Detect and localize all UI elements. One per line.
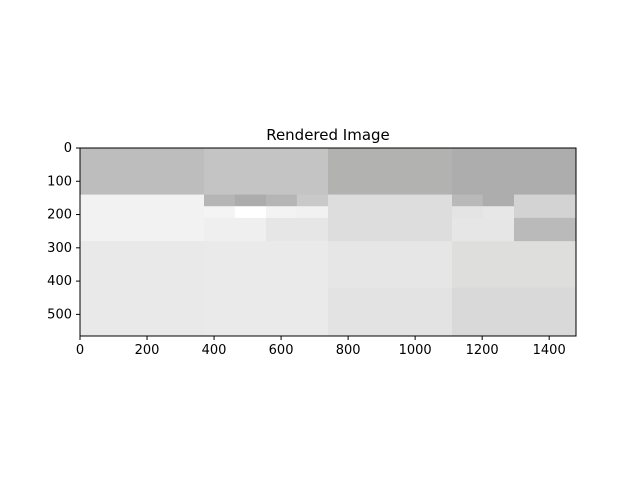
heatmap-cell-22 <box>514 217 577 242</box>
heatmap-cell-0 <box>80 148 205 196</box>
heatmap-cell-16 <box>452 194 484 207</box>
heatmap-cell-21 <box>514 194 577 219</box>
heatmap-cell-14 <box>266 217 329 242</box>
y-axis: 0 100 200 300 400 500 <box>47 141 80 322</box>
heatmap-cell-11 <box>266 206 298 219</box>
heatmap-cell-28 <box>204 287 329 337</box>
plot-frame <box>79 147 577 337</box>
heatmap-cell-6 <box>234 194 267 207</box>
x-tick-label: 1200 <box>466 343 499 358</box>
heatmap-cell-4 <box>80 194 205 242</box>
x-tick-label: 200 <box>135 343 160 358</box>
heatmap-cell-24 <box>204 241 329 289</box>
heatmap-cell-2 <box>328 148 453 196</box>
y-tick-label: 300 <box>47 241 72 256</box>
x-tick-label: 800 <box>336 343 361 358</box>
heatmap-cell-17 <box>482 194 515 207</box>
heatmap-cell-5 <box>204 194 236 207</box>
heatmap-cell-20 <box>452 217 515 242</box>
x-tick-label: 400 <box>202 343 227 358</box>
heatmap-cell-18 <box>452 206 484 219</box>
heatmap-cell-26 <box>452 241 577 289</box>
y-tick-label: 0 <box>64 141 72 156</box>
heatmap-cell-19 <box>482 206 515 219</box>
chart-title: Rendered Image <box>266 126 390 144</box>
heatmap-cells <box>80 148 577 337</box>
x-tick-label: 0 <box>76 343 84 358</box>
heatmap-cell-9 <box>204 206 236 219</box>
y-tick-label: 400 <box>47 274 72 289</box>
heatmap-cell-3 <box>452 148 577 196</box>
heatmap-cell-27 <box>80 287 205 337</box>
y-tick-label: 200 <box>47 208 72 223</box>
heatmap-cell-29 <box>328 287 453 337</box>
x-tick-label: 1000 <box>399 343 432 358</box>
heatmap-cell-10 <box>234 206 267 219</box>
heatmap-cell-13 <box>204 217 267 242</box>
heatmap-cell-23 <box>80 241 205 289</box>
y-tick-label: 100 <box>47 174 72 189</box>
heatmap-cell-12 <box>296 206 329 219</box>
heatmap-cell-1 <box>204 148 329 196</box>
heatmap-cell-7 <box>266 194 298 207</box>
heatmap-cell-8 <box>296 194 329 207</box>
x-tick-label: 600 <box>269 343 294 358</box>
x-tick-label: 1400 <box>533 343 566 358</box>
y-tick-label: 500 <box>47 307 72 322</box>
heatmap-cell-25 <box>328 241 453 289</box>
x-axis: 0 200 400 600 800 1000 1200 1400 <box>76 336 566 358</box>
heatmap-cell-30 <box>452 287 577 337</box>
heatmap-cell-15 <box>328 194 453 242</box>
